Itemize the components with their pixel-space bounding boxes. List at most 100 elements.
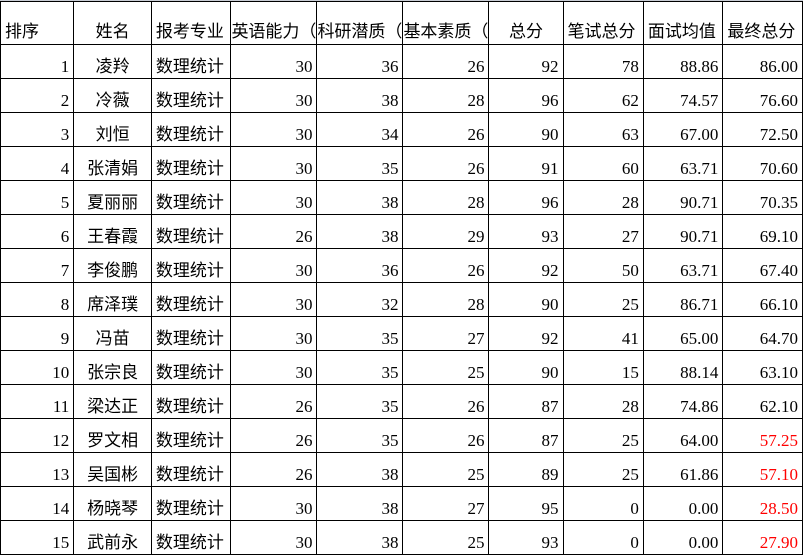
cell-written[interactable]: 50 — [562, 248, 644, 283]
cell-interview[interactable]: 0.00 — [642, 486, 724, 521]
cell-major[interactable]: 数理统计 — [150, 350, 232, 385]
cell-interview[interactable]: 63.71 — [642, 146, 724, 181]
header-basic[interactable]: 基本素质（ — [402, 1, 490, 45]
cell-rank[interactable]: 13 — [0, 452, 75, 487]
cell-major[interactable]: 数理统计 — [150, 146, 232, 181]
cell-rank[interactable]: 15 — [0, 520, 75, 555]
cell-final[interactable]: 66.10 — [722, 282, 803, 317]
cell-english[interactable]: 30 — [230, 282, 318, 317]
cell-final[interactable]: 28.50 — [722, 486, 803, 521]
cell-name[interactable]: 席泽璞 — [73, 282, 152, 317]
cell-research[interactable]: 38 — [316, 520, 404, 555]
cell-final[interactable]: 76.60 — [722, 78, 803, 113]
cell-english[interactable]: 26 — [230, 384, 318, 419]
cell-major[interactable]: 数理统计 — [150, 44, 232, 79]
header-research[interactable]: 科研潜质（ — [316, 1, 404, 45]
cell-rank[interactable]: 4 — [0, 146, 75, 181]
cell-research[interactable]: 35 — [316, 384, 404, 419]
cell-name[interactable]: 武前永 — [73, 520, 152, 555]
cell-major[interactable]: 数理统计 — [150, 384, 232, 419]
cell-rank[interactable]: 8 — [0, 282, 75, 317]
cell-basic[interactable]: 27 — [402, 486, 490, 521]
cell-interview[interactable]: 63.71 — [642, 248, 724, 283]
header-final[interactable]: 最终总分 — [722, 1, 803, 45]
header-interview[interactable]: 面试均值 — [642, 1, 724, 45]
cell-total[interactable]: 96 — [488, 180, 564, 215]
cell-written[interactable]: 28 — [562, 384, 644, 419]
cell-major[interactable]: 数理统计 — [150, 180, 232, 215]
cell-name[interactable]: 张宗良 — [73, 350, 152, 385]
cell-final[interactable]: 27.90 — [722, 520, 803, 555]
cell-final[interactable]: 69.10 — [722, 214, 803, 249]
cell-total[interactable]: 95 — [488, 486, 564, 521]
cell-rank[interactable]: 10 — [0, 350, 75, 385]
cell-research[interactable]: 38 — [316, 486, 404, 521]
cell-research[interactable]: 38 — [316, 214, 404, 249]
cell-basic[interactable]: 28 — [402, 78, 490, 113]
cell-written[interactable]: 62 — [562, 78, 644, 113]
header-name[interactable]: 姓名 — [73, 1, 152, 45]
cell-english[interactable]: 30 — [230, 78, 318, 113]
cell-name[interactable]: 杨晓琴 — [73, 486, 152, 521]
cell-interview[interactable]: 90.71 — [642, 214, 724, 249]
cell-interview[interactable]: 88.86 — [642, 44, 724, 79]
cell-research[interactable]: 36 — [316, 44, 404, 79]
cell-total[interactable]: 90 — [488, 282, 564, 317]
cell-final[interactable]: 57.25 — [722, 418, 803, 453]
cell-name[interactable]: 罗文相 — [73, 418, 152, 453]
cell-final[interactable]: 57.10 — [722, 452, 803, 487]
cell-english[interactable]: 30 — [230, 44, 318, 79]
cell-written[interactable]: 25 — [562, 452, 644, 487]
cell-rank[interactable]: 3 — [0, 112, 75, 147]
cell-interview[interactable]: 64.00 — [642, 418, 724, 453]
cell-basic[interactable]: 26 — [402, 44, 490, 79]
cell-written[interactable]: 28 — [562, 180, 644, 215]
cell-written[interactable]: 15 — [562, 350, 644, 385]
cell-english[interactable]: 30 — [230, 248, 318, 283]
header-rank[interactable]: 排序 — [0, 1, 75, 45]
cell-basic[interactable]: 25 — [402, 452, 490, 487]
cell-total[interactable]: 93 — [488, 214, 564, 249]
cell-interview[interactable]: 0.00 — [642, 520, 724, 555]
cell-basic[interactable]: 26 — [402, 418, 490, 453]
cell-basic[interactable]: 28 — [402, 180, 490, 215]
cell-name[interactable]: 冷薇 — [73, 78, 152, 113]
cell-basic[interactable]: 26 — [402, 384, 490, 419]
cell-english[interactable]: 30 — [230, 146, 318, 181]
cell-final[interactable]: 70.60 — [722, 146, 803, 181]
cell-english[interactable]: 30 — [230, 112, 318, 147]
cell-written[interactable]: 60 — [562, 146, 644, 181]
cell-total[interactable]: 90 — [488, 350, 564, 385]
cell-major[interactable]: 数理统计 — [150, 452, 232, 487]
cell-name[interactable]: 吴国彬 — [73, 452, 152, 487]
cell-major[interactable]: 数理统计 — [150, 248, 232, 283]
cell-rank[interactable]: 12 — [0, 418, 75, 453]
cell-basic[interactable]: 25 — [402, 350, 490, 385]
cell-name[interactable]: 张清娟 — [73, 146, 152, 181]
cell-english[interactable]: 26 — [230, 452, 318, 487]
cell-total[interactable]: 90 — [488, 112, 564, 147]
cell-total[interactable]: 87 — [488, 418, 564, 453]
cell-basic[interactable]: 27 — [402, 316, 490, 351]
cell-major[interactable]: 数理统计 — [150, 486, 232, 521]
cell-name[interactable]: 刘恒 — [73, 112, 152, 147]
cell-interview[interactable]: 74.86 — [642, 384, 724, 419]
cell-english[interactable]: 30 — [230, 486, 318, 521]
cell-interview[interactable]: 61.86 — [642, 452, 724, 487]
cell-total[interactable]: 87 — [488, 384, 564, 419]
cell-total[interactable]: 96 — [488, 78, 564, 113]
cell-interview[interactable]: 86.71 — [642, 282, 724, 317]
cell-final[interactable]: 72.50 — [722, 112, 803, 147]
cell-research[interactable]: 38 — [316, 180, 404, 215]
cell-major[interactable]: 数理统计 — [150, 282, 232, 317]
cell-written[interactable]: 25 — [562, 418, 644, 453]
cell-research[interactable]: 34 — [316, 112, 404, 147]
cell-rank[interactable]: 6 — [0, 214, 75, 249]
header-major[interactable]: 报考专业 — [150, 1, 232, 45]
cell-total[interactable]: 93 — [488, 520, 564, 555]
header-written[interactable]: 笔试总分 — [562, 1, 644, 45]
cell-research[interactable]: 38 — [316, 452, 404, 487]
cell-written[interactable]: 0 — [562, 520, 644, 555]
cell-basic[interactable]: 26 — [402, 248, 490, 283]
cell-name[interactable]: 王春霞 — [73, 214, 152, 249]
